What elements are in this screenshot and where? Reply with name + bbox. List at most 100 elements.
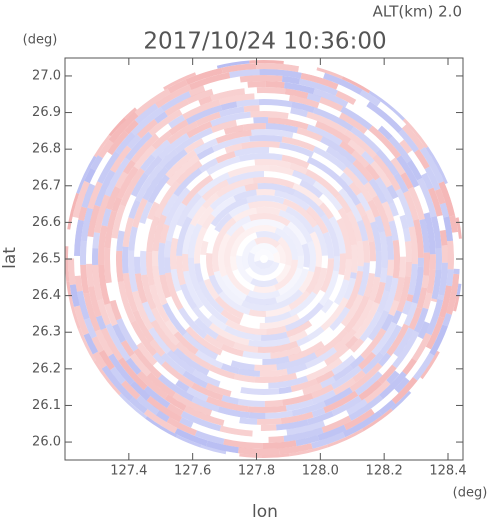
texture-cell <box>133 145 156 170</box>
texture-cell <box>203 278 220 300</box>
texture-cell <box>363 181 378 199</box>
texture-cell <box>155 410 170 423</box>
texture-cell <box>398 256 407 278</box>
texture-cell <box>278 443 313 455</box>
texture-cell <box>211 240 222 273</box>
texture-cell <box>187 257 201 292</box>
texture-cell <box>151 139 171 159</box>
texture-cell <box>213 270 244 306</box>
texture-cell <box>166 121 199 145</box>
texture-cell <box>379 371 407 400</box>
texture-cell <box>278 209 313 243</box>
texture-cell <box>210 119 237 133</box>
texture-cell <box>367 199 381 218</box>
texture-cell <box>169 237 179 270</box>
texture-cell <box>187 196 206 220</box>
texture-cell <box>197 205 214 226</box>
texture-cell <box>151 307 180 346</box>
texture-cell <box>94 169 116 207</box>
texture-cell <box>134 88 171 117</box>
texture-cell <box>142 166 169 201</box>
texture-cell <box>268 117 309 130</box>
texture-cell <box>158 242 166 276</box>
texture-cell <box>349 338 365 353</box>
texture-cell <box>254 372 298 384</box>
texture-cell <box>393 276 405 302</box>
texture-cell <box>217 406 250 419</box>
texture-cell <box>431 269 442 300</box>
texture-cell <box>345 335 359 350</box>
texture-cell <box>350 244 358 259</box>
texture-cell <box>366 101 403 134</box>
texture-cell <box>306 111 348 135</box>
texture-cell <box>279 142 314 158</box>
texture-cell <box>335 194 352 214</box>
texture-cell <box>130 381 151 401</box>
texture-cell <box>137 371 168 400</box>
texture-cell <box>306 357 343 382</box>
y-tick-label: 26.6 <box>32 215 61 230</box>
texture-cell <box>306 206 329 234</box>
texture-cell <box>125 357 142 375</box>
texture-cell <box>406 159 423 181</box>
texture-cell <box>241 159 256 168</box>
texture-cell <box>117 281 136 323</box>
texture-cell <box>379 267 388 283</box>
texture-cell <box>67 192 80 230</box>
x-unit: (deg) <box>453 486 488 501</box>
texture-cell <box>185 105 223 125</box>
texture-cell <box>320 259 334 293</box>
texture-cell <box>93 134 111 158</box>
texture-cell <box>224 225 246 268</box>
texture-cell <box>420 350 440 380</box>
texture-cell <box>313 88 349 108</box>
texture-cell <box>307 240 317 273</box>
texture-cell <box>243 105 260 113</box>
texture-cell <box>265 81 285 89</box>
texture-cell <box>438 181 456 217</box>
texture-cell <box>98 264 111 305</box>
texture-cell <box>150 319 178 353</box>
texture-cell <box>393 327 414 357</box>
texture-cell <box>241 313 265 324</box>
texture-cell <box>109 366 126 385</box>
texture-cell <box>438 285 452 319</box>
texture-cell <box>87 181 103 210</box>
texture-cell <box>261 331 288 341</box>
texture-cell <box>443 216 454 242</box>
texture-cell <box>129 353 151 377</box>
texture-cell <box>193 138 218 155</box>
texture-cell <box>107 130 129 156</box>
texture-cell <box>108 117 127 137</box>
texture-cell <box>147 174 170 204</box>
texture-cell <box>275 243 286 265</box>
texture-cell <box>374 251 382 278</box>
texture-cell <box>236 232 258 257</box>
texture-cell <box>296 255 304 270</box>
texture-cell <box>244 262 286 282</box>
texture-cell <box>201 213 216 230</box>
texture-cell <box>411 332 432 362</box>
texture-cell <box>357 262 370 297</box>
texture-cell <box>363 129 396 162</box>
texture-cell <box>286 420 326 436</box>
texture-cell <box>331 365 362 390</box>
texture-cell <box>165 202 187 242</box>
texture-cell <box>120 340 135 357</box>
texture-cell <box>122 217 134 247</box>
texture-cell <box>80 207 94 242</box>
texture-cell <box>200 444 227 455</box>
texture-cell <box>283 427 324 442</box>
texture-cell <box>377 101 407 129</box>
y-tick-label: 26.8 <box>32 142 61 157</box>
texture-cell <box>356 219 369 242</box>
texture-cell <box>438 262 448 296</box>
texture-cell <box>247 80 266 88</box>
texture-cell <box>247 290 281 299</box>
texture-cell <box>254 236 280 248</box>
texture-cell <box>249 212 291 227</box>
texture-cell <box>146 372 176 398</box>
texture-cell <box>287 221 308 246</box>
texture-cell <box>239 152 283 162</box>
texture-cell <box>353 301 380 340</box>
